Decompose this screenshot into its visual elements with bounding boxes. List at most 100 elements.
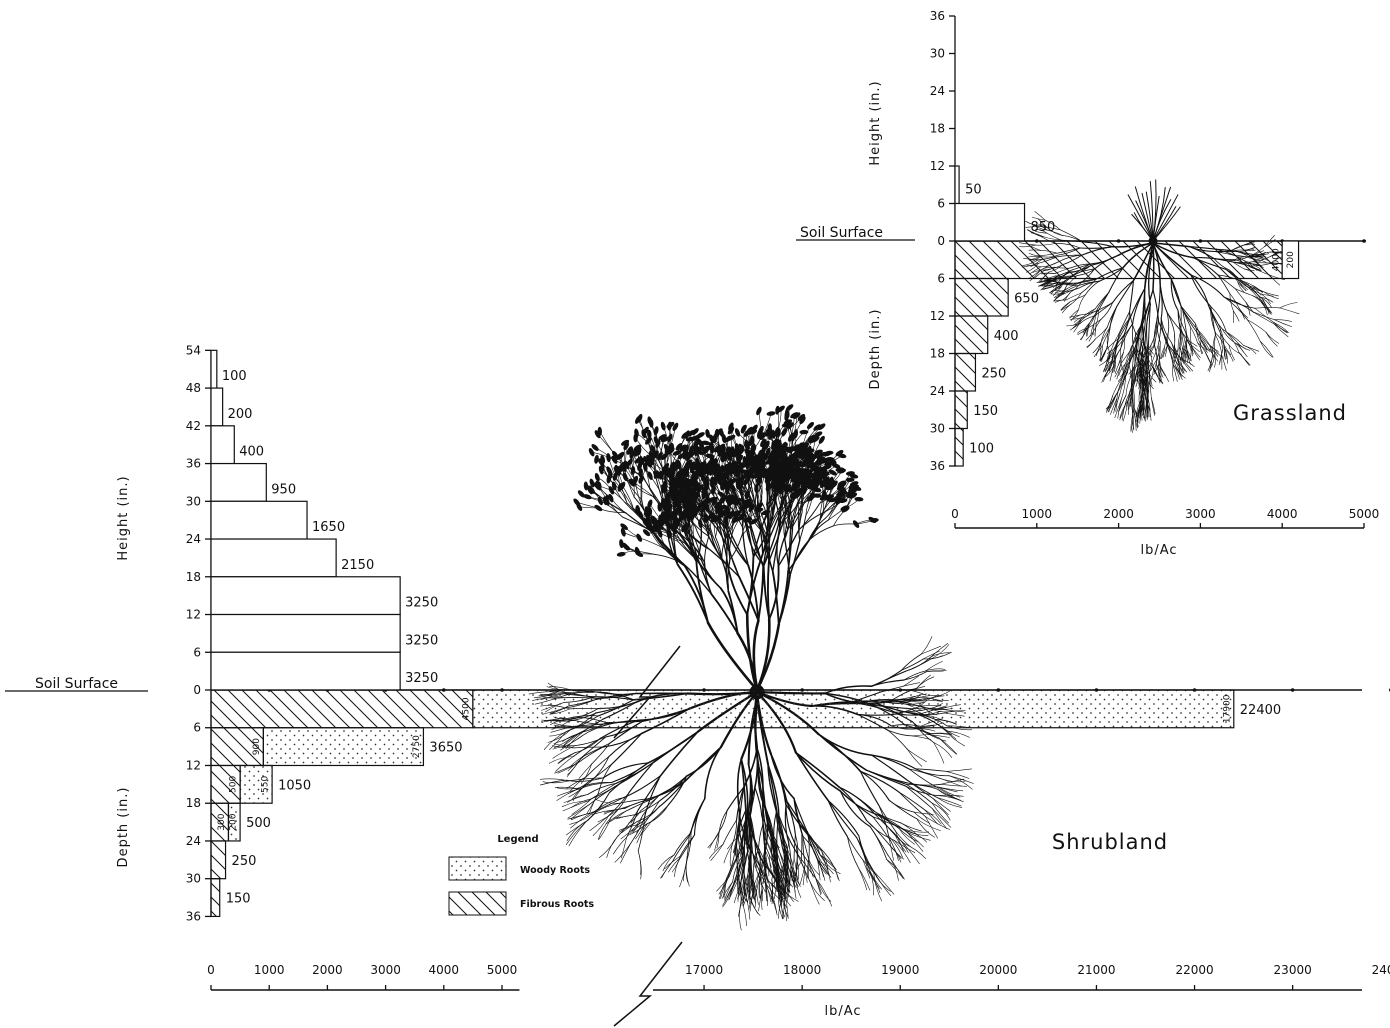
grass-root	[1027, 229, 1040, 237]
shrub-root	[764, 855, 770, 877]
grass-total-label: 400	[994, 329, 1019, 344]
grass-root	[1096, 343, 1102, 356]
shrub-root	[580, 763, 592, 784]
shrub-root	[865, 769, 909, 784]
leaf-mark	[734, 428, 741, 437]
shrub-root	[549, 686, 570, 690]
shrub-root	[898, 828, 919, 843]
shrub-root	[567, 777, 604, 782]
grass-root	[1221, 328, 1235, 344]
grass-root	[1219, 327, 1224, 349]
leaf-mark	[794, 471, 801, 480]
shrub-branch	[758, 508, 767, 536]
shrub-root	[796, 853, 811, 883]
shrub-root	[674, 857, 681, 877]
grass-root	[1116, 279, 1135, 308]
shrub-root	[597, 763, 613, 794]
shrub-root	[886, 859, 905, 880]
shrub-root	[561, 800, 589, 807]
shrub-x-tick-label: 1000	[254, 963, 285, 977]
grass-root	[1279, 302, 1298, 309]
grass-root	[1064, 287, 1080, 294]
shrub-root	[738, 839, 742, 858]
leaf-mark	[803, 456, 809, 466]
shrub-branch	[726, 492, 729, 526]
grass-root	[1082, 323, 1090, 334]
grass-root	[1044, 236, 1062, 241]
shrub-root	[773, 869, 775, 888]
shrub-woody-value-label: 550	[261, 775, 271, 792]
grass-root	[1145, 344, 1149, 377]
grass-root	[1182, 308, 1198, 330]
shrub-height-bar	[210, 576, 401, 616]
shrub-root	[894, 833, 909, 853]
shrub-root	[610, 792, 630, 818]
grass-root	[1234, 342, 1244, 353]
grass-root	[1073, 278, 1097, 284]
grass-root	[1095, 326, 1108, 339]
shrub-root	[859, 770, 900, 793]
shrub-branch	[662, 495, 674, 526]
shrub-root	[750, 878, 755, 898]
leaf-mark	[817, 423, 826, 431]
leaf-mark	[633, 433, 638, 443]
grass-root	[1100, 302, 1114, 320]
grass-total-label: 100	[969, 441, 994, 456]
grass-root	[1053, 287, 1062, 296]
grass-x-tick-label: 2000	[1103, 507, 1134, 521]
grass-root	[1144, 345, 1154, 355]
shrub-root	[783, 893, 788, 922]
shrub-root	[920, 636, 933, 655]
grass-root	[1157, 344, 1161, 367]
shrub-branch	[684, 488, 687, 522]
shrub-x-tick-label: 23000	[1274, 963, 1312, 977]
shrub-root	[907, 749, 927, 763]
shrub-root	[565, 733, 582, 750]
grass-root	[1134, 342, 1142, 371]
grass-height-bar-label: 50	[965, 183, 982, 198]
leaf-mark	[583, 481, 589, 491]
grass-root	[1055, 291, 1066, 299]
shrub-root	[796, 853, 819, 882]
shrub-root	[823, 860, 831, 883]
shrub-total-label: 3650	[429, 741, 462, 756]
shrub-root	[925, 661, 943, 672]
shrub-root	[615, 761, 655, 784]
shrub-root	[827, 799, 848, 838]
grass-root	[1238, 281, 1246, 291]
grass-root	[1172, 365, 1178, 382]
grass-root	[1086, 323, 1090, 337]
grass-root	[1118, 363, 1126, 376]
shrub-root	[790, 864, 793, 882]
leaf-mark	[719, 446, 726, 454]
leaf-mark	[821, 451, 830, 457]
shrub-root	[932, 798, 951, 812]
grass-root	[1215, 334, 1222, 356]
shrub-root	[795, 751, 841, 789]
shrub-root	[749, 880, 756, 901]
shrub-root	[673, 832, 692, 856]
shrub-root	[740, 898, 747, 926]
shrub-branch	[727, 590, 739, 635]
shrub-height-tick-label: 12	[186, 608, 201, 622]
shrub-root	[750, 878, 754, 900]
grass-root	[1141, 323, 1146, 353]
shrub-root	[624, 798, 652, 809]
shrub-root	[888, 835, 903, 858]
shrub-root	[754, 786, 763, 817]
grass-root	[1070, 292, 1082, 305]
shrub-root	[925, 668, 946, 672]
shrub-root	[778, 878, 783, 902]
grass-root	[1254, 307, 1275, 323]
shrub-root	[577, 726, 601, 740]
grass-height-axis-title: Height (in.)	[868, 80, 883, 165]
grass-root	[1149, 375, 1152, 398]
grass-root	[1140, 342, 1144, 372]
shrub-root	[786, 876, 790, 898]
shrub-root	[574, 736, 607, 747]
grass-root	[1158, 321, 1169, 346]
grass-height-bar-label: 850	[1031, 220, 1056, 235]
grass-root	[1154, 344, 1160, 365]
grass-root	[1265, 331, 1278, 347]
shrub-root	[888, 799, 915, 813]
